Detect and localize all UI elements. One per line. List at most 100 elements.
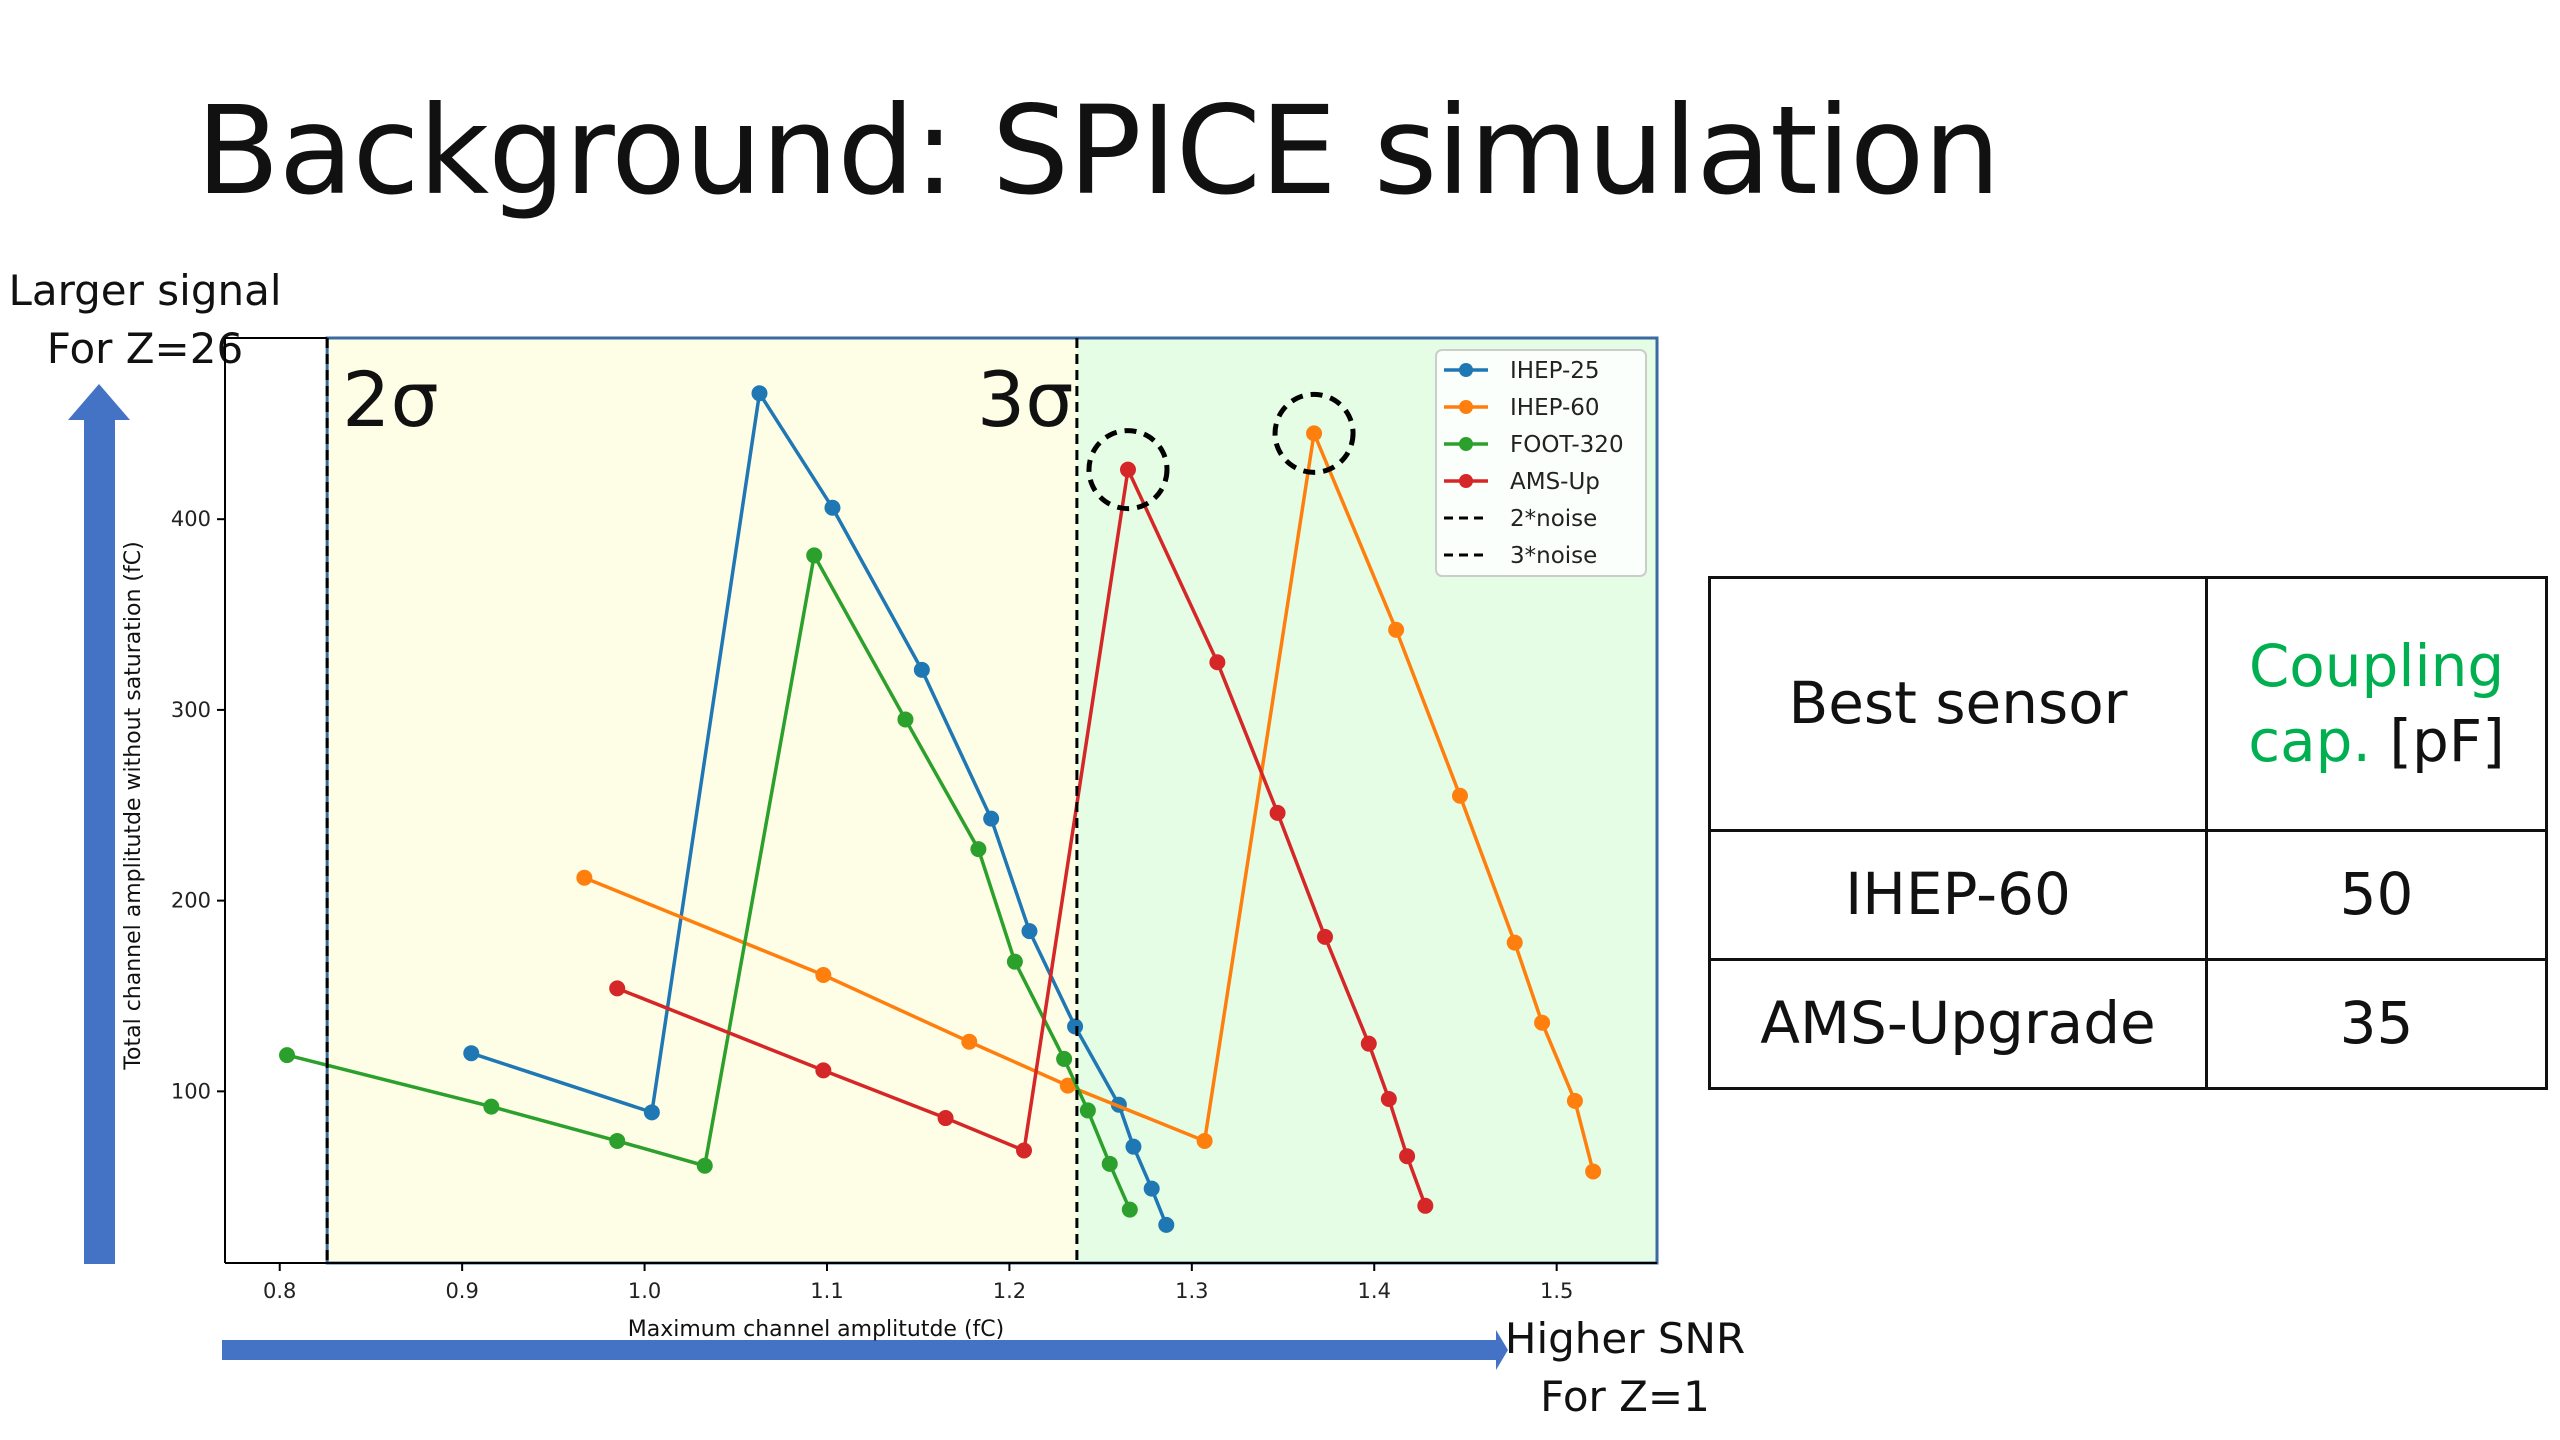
- data-point: [1101, 1155, 1118, 1172]
- data-point: [1451, 787, 1468, 804]
- slide-title: Background: SPICE simulation: [196, 80, 2001, 222]
- sensor-cell: AMS-Upgrade: [1708, 958, 2208, 1090]
- data-point: [1306, 425, 1323, 442]
- two-sigma-label: 2σ: [342, 355, 439, 444]
- cap-cell: 35: [2205, 958, 2548, 1090]
- higher-snr-line2: For Z=1: [1540, 1372, 1710, 1421]
- table-header-row: Best sensor Coupling cap. [pF]: [1708, 575, 2548, 833]
- data-point: [1079, 1102, 1096, 1119]
- data-point: [824, 499, 841, 516]
- x-tick-label: 1.1: [810, 1279, 843, 1303]
- legend-marker: [1459, 474, 1473, 488]
- data-point: [1119, 461, 1136, 478]
- data-point: [1158, 1216, 1175, 1233]
- data-point: [279, 1047, 296, 1064]
- x-tick-label: 0.8: [263, 1279, 296, 1303]
- x-tick-label: 1.0: [628, 1279, 661, 1303]
- three-sigma-label: 3σ: [977, 355, 1074, 444]
- data-point: [897, 711, 914, 728]
- best-sensor-table: Best sensor Coupling cap. [pF] IHEP-60 5…: [1708, 575, 2548, 1090]
- legend-entry: FOOT-320: [1510, 432, 1624, 458]
- data-point: [1125, 1138, 1142, 1155]
- y-tick-label: 200: [171, 889, 211, 913]
- data-series: 2σ 3σ: [279, 338, 1602, 1263]
- data-point: [1360, 1035, 1377, 1052]
- legend-entry: IHEP-25: [1510, 358, 1600, 384]
- data-point: [643, 1104, 660, 1121]
- sensor-cell: IHEP-60: [1708, 829, 2208, 961]
- data-point: [576, 869, 593, 886]
- coupling-cap-unit: [pF]: [2370, 707, 2505, 776]
- legend-entry: 3*noise: [1510, 543, 1597, 569]
- data-point: [609, 1132, 626, 1149]
- higher-snr-label: Higher SNR For Z=1: [1490, 1310, 1760, 1426]
- series-line-foot-320: [286, 550, 1132, 1211]
- data-point: [1067, 1018, 1084, 1035]
- highlight-circle: [1086, 428, 1170, 512]
- table-row: IHEP-60 50: [1708, 829, 2548, 961]
- data-point: [1056, 1050, 1073, 1067]
- data-point: [937, 1110, 954, 1127]
- x-axis-label: Maximum channel amplitutde (fC): [628, 1317, 1005, 1342]
- data-point: [1006, 953, 1023, 970]
- larger-signal-line1: Larger signal: [8, 266, 282, 315]
- data-point: [913, 661, 930, 678]
- right-arrow-icon: [222, 1330, 1508, 1370]
- data-point: [1506, 934, 1523, 951]
- data-point: [1417, 1197, 1434, 1214]
- data-point: [961, 1033, 978, 1050]
- legend-marker: [1459, 437, 1473, 451]
- x-tick-label: 1.5: [1540, 1279, 1573, 1303]
- data-point: [983, 810, 1000, 827]
- header-best-sensor: Best sensor: [1708, 575, 2208, 833]
- header-coupling-cap: Coupling cap. [pF]: [2205, 575, 2548, 833]
- data-point: [1143, 1180, 1160, 1197]
- data-point: [1388, 621, 1405, 638]
- data-point: [1399, 1148, 1416, 1165]
- data-point: [609, 980, 626, 997]
- series-line-ams-up: [616, 463, 1427, 1207]
- data-point: [1534, 1014, 1551, 1031]
- chart-legend: IHEP-25 IHEP-60 FOOT-320 AMS-Up 2*noise 3*noi…: [1435, 349, 1647, 577]
- data-point: [1059, 1077, 1076, 1094]
- larger-signal-label: Larger signal For Z=26: [0, 262, 290, 378]
- data-point: [815, 1062, 832, 1079]
- legend-entry: AMS-Up: [1510, 469, 1600, 495]
- up-arrow-icon: [68, 384, 130, 1264]
- data-point: [1021, 923, 1038, 940]
- data-point: [815, 967, 832, 984]
- data-point: [483, 1098, 500, 1115]
- data-point: [970, 841, 987, 858]
- data-point: [1380, 1090, 1397, 1107]
- data-point: [696, 1157, 713, 1174]
- cap-cell: 50: [2205, 829, 2548, 961]
- data-point: [751, 385, 768, 402]
- data-point: [806, 547, 823, 564]
- legend-marker: [1459, 363, 1473, 377]
- x-tick-label: 1.3: [1175, 1279, 1208, 1303]
- x-tick-label: 0.9: [445, 1279, 478, 1303]
- data-point: [1121, 1201, 1138, 1218]
- legend-marker: [1459, 400, 1473, 414]
- y-tick-label: 300: [171, 698, 211, 722]
- data-point: [1016, 1142, 1033, 1159]
- legend-entry: 2*noise: [1510, 506, 1597, 532]
- data-point: [1316, 928, 1333, 945]
- y-tick-label: 100: [171, 1079, 211, 1103]
- data-point: [1209, 654, 1226, 671]
- sensor-name: AMS-Upgrade: [1760, 989, 2156, 1058]
- higher-snr-line1: Higher SNR: [1504, 1314, 1746, 1363]
- larger-signal-line2: For Z=26: [46, 324, 244, 373]
- data-point: [1566, 1092, 1583, 1109]
- data-point: [463, 1045, 480, 1062]
- legend-entry: IHEP-60: [1510, 395, 1600, 421]
- y-axis-label: Total channel amplitutde without saturat…: [121, 541, 146, 1070]
- x-tick-label: 1.4: [1358, 1279, 1391, 1303]
- series-line-ihep-60: [583, 426, 1595, 1172]
- data-point: [1196, 1132, 1213, 1149]
- coupling-cap-label: Coupling cap.: [2248, 631, 2505, 776]
- y-tick-label: 400: [171, 507, 211, 531]
- highlight-circle: [1272, 391, 1356, 475]
- table-row: AMS-Upgrade 35: [1708, 958, 2548, 1090]
